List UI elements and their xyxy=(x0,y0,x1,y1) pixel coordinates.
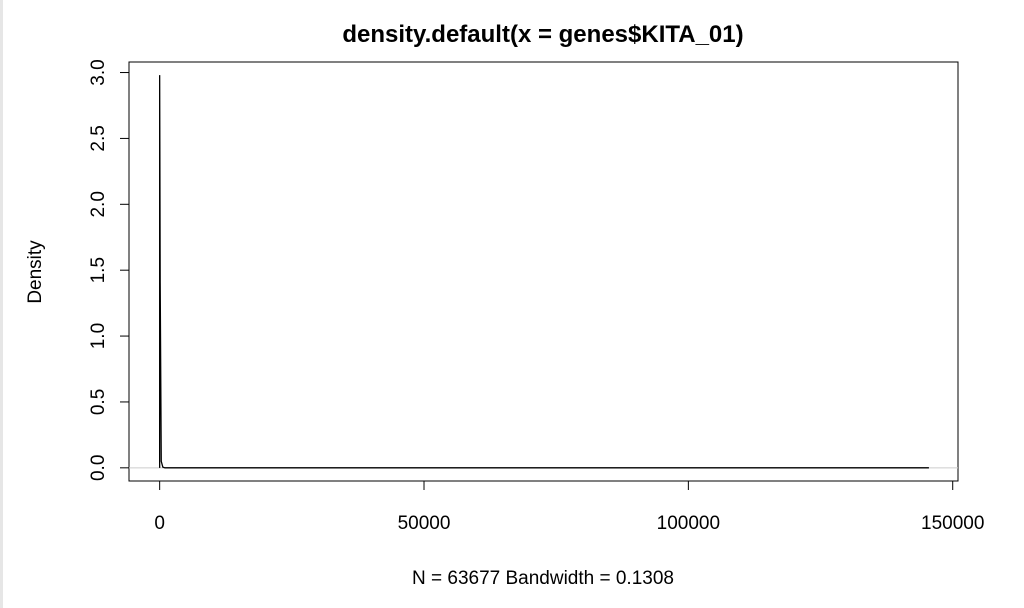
y-tick-label: 1.0 xyxy=(88,323,109,349)
y-tick-label: 0.0 xyxy=(88,455,109,481)
x-axis-label: N = 63677 Bandwidth = 0.1308 xyxy=(412,568,674,589)
y-axis: 0.0 0.5 1.0 1.5 2.0 2.5 3.0 xyxy=(88,59,130,481)
x-tick-label: 150000 xyxy=(921,513,984,534)
x-axis: 0 50000 100000 150000 xyxy=(154,480,984,534)
x-tick-label: 0 xyxy=(154,513,165,534)
x-tick-label: 100000 xyxy=(657,513,720,534)
window-left-edge xyxy=(0,0,3,608)
y-tick-label: 0.5 xyxy=(88,389,109,415)
density-line xyxy=(159,75,929,469)
y-tick-label: 3.0 xyxy=(88,59,109,85)
x-tick-label: 50000 xyxy=(398,513,451,534)
y-axis-label: Density xyxy=(25,240,46,304)
y-tick-label: 2.0 xyxy=(88,191,109,217)
chart-title: density.default(x = genes$KITA_01) xyxy=(342,21,743,48)
y-tick-label: 1.5 xyxy=(88,257,109,283)
y-tick-label: 2.5 xyxy=(88,125,109,151)
plot-frame xyxy=(128,61,959,482)
